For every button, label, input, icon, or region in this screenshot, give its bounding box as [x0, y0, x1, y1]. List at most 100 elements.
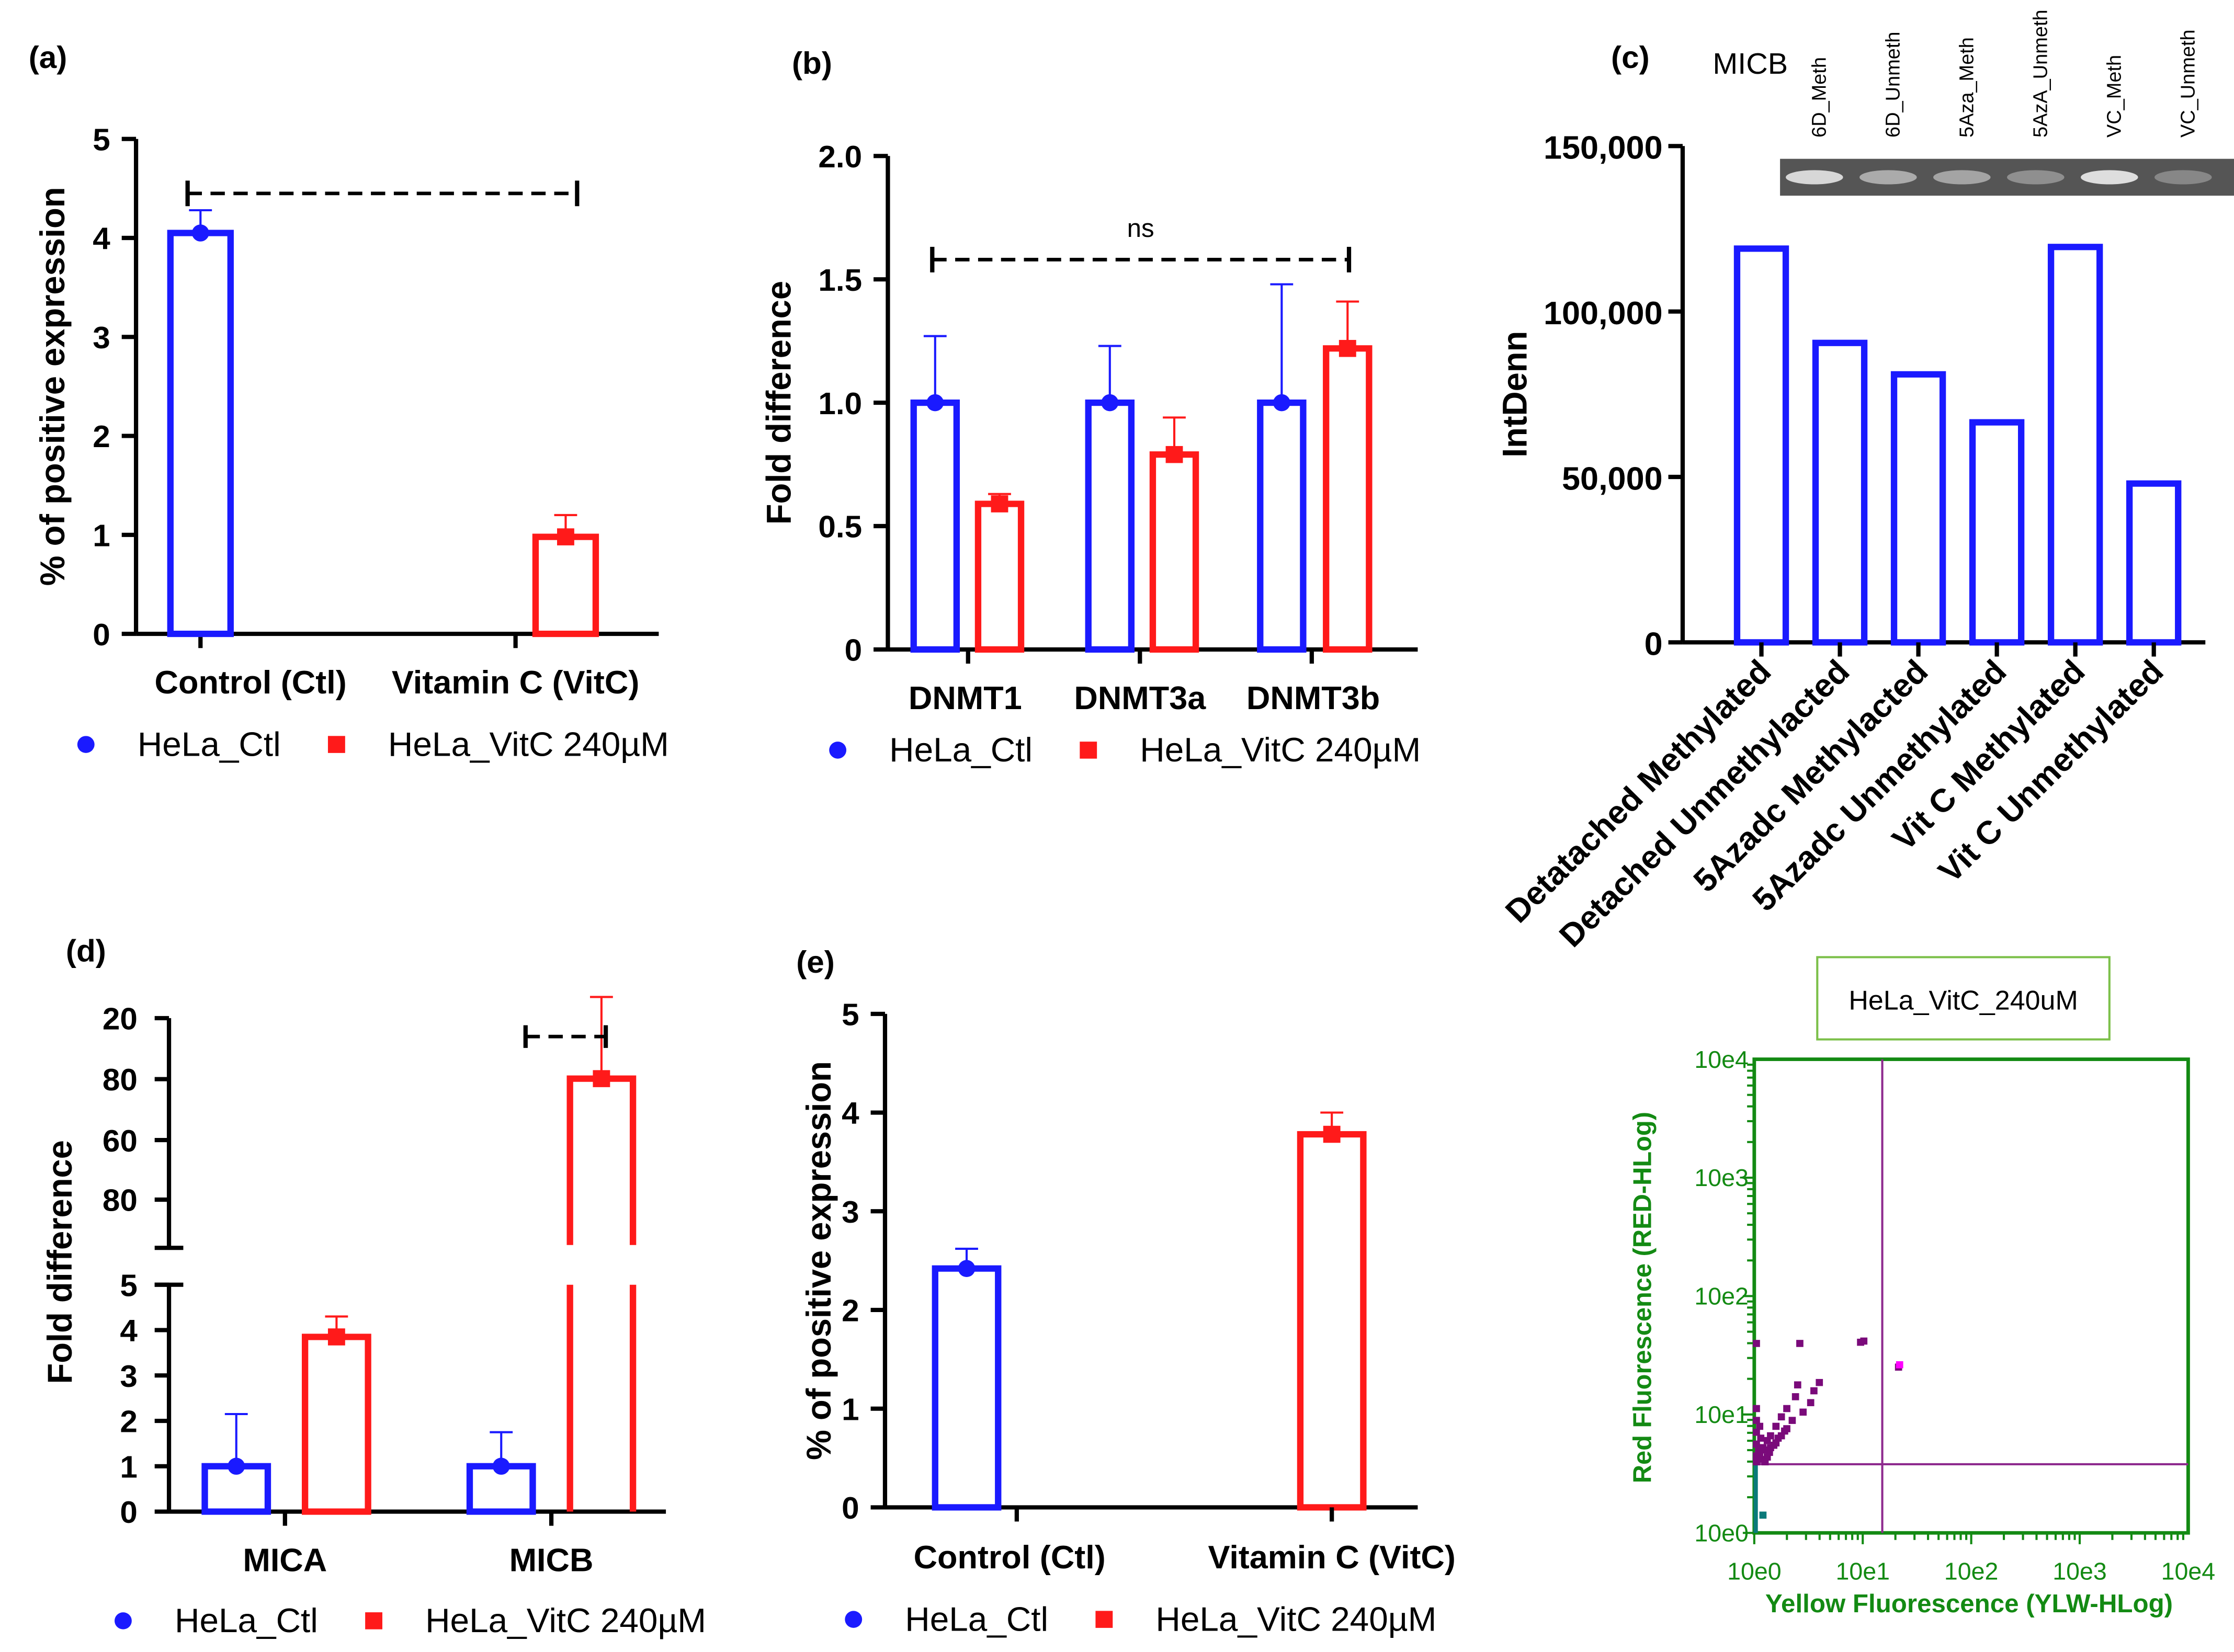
bar-ctl [167, 230, 234, 637]
bar-ctl [932, 1265, 1002, 1511]
legend-marker-ctl [829, 742, 847, 759]
point-ctl [191, 224, 209, 242]
point-ctl [1273, 394, 1290, 412]
gel-lane-label: VC_Meth [2103, 55, 2126, 138]
gel-image [1780, 158, 2234, 196]
x-tick-label: Vitamin C (VitC) [392, 664, 639, 701]
scatter-point [1777, 1413, 1785, 1421]
y-tick-label: 0 [93, 617, 110, 652]
y-tick-label: 0.5 [818, 509, 862, 544]
scatter-point [1772, 1439, 1780, 1446]
y-tick-label: 5 [120, 1268, 138, 1303]
y-axis-label: Fold difference [759, 281, 798, 525]
point-ctl [958, 1260, 976, 1277]
legend-label-ctl: HeLa_Ctl [138, 725, 281, 764]
bar-vitc [1149, 451, 1199, 653]
x-tick-label: DNMT3a [1074, 680, 1206, 716]
legend-marker-ctl [77, 736, 95, 753]
y-tick-label: 1.0 [818, 386, 862, 421]
y-tick-label: 50,000 [1562, 461, 1663, 497]
bar-ctl [910, 399, 960, 653]
y-axis-label: % of positive expression [33, 187, 72, 586]
bar-intdenn [2126, 480, 2182, 646]
bar-vitc [1323, 345, 1373, 653]
scatter-point [1753, 1458, 1760, 1466]
panel-label-e: (e) [796, 944, 835, 979]
legend-marker-ctl [115, 1612, 132, 1630]
point-ctl [926, 394, 944, 412]
legend-label-vitc: HeLa_VitC 240µM [1140, 731, 1421, 769]
legend-marker-vitc [365, 1612, 382, 1630]
scatter-point [1753, 1405, 1760, 1412]
panel-label-d: (d) [66, 933, 106, 969]
scatter-point [1799, 1408, 1807, 1416]
y-tick-label: 20 [103, 1001, 138, 1036]
x-tick-label: Control (Ctl) [914, 1539, 1106, 1576]
legend-label-vitc: HeLa_VitC 240µM [425, 1601, 706, 1639]
y-tick-label: 4 [842, 1096, 859, 1131]
plot-title-box [1816, 956, 2111, 1041]
x-tick-label: 10e3 [2052, 1558, 2107, 1585]
x-tick-label: 10e1 [1835, 1558, 1890, 1585]
scatter-point-outlier [1896, 1361, 1903, 1369]
bar-intdenn [1812, 339, 1868, 646]
gel-lane-label: 6D_Unmeth [1882, 32, 1904, 138]
x-tick-label: Control (Ctl) [155, 664, 347, 701]
bar-vitc [1297, 1131, 1367, 1511]
scatter-point [1767, 1444, 1774, 1451]
y-tick-label: 2 [93, 419, 110, 454]
scatter-point-teal [1759, 1511, 1767, 1519]
y-tick-label: 0 [1645, 626, 1663, 663]
y-tick-label: 5 [93, 122, 110, 157]
gel-band [2007, 170, 2065, 185]
y-tick-label: 2 [842, 1293, 859, 1328]
y-tick-label: 60 [103, 1123, 138, 1158]
scatter-point [1860, 1337, 1868, 1345]
bar-intdenn [1890, 371, 1946, 646]
scatter-point [1788, 1417, 1796, 1424]
scatter-point [1777, 1432, 1785, 1440]
bar-vitc [974, 500, 1025, 653]
y-tick-label: 10e0 [1694, 1520, 1749, 1547]
gel-lane-label: 5AzA_Unmeth [2029, 9, 2052, 138]
gel-lane-label: VC_Unmeth [2177, 29, 2199, 138]
gel-band [2154, 170, 2212, 185]
point-vitc [593, 1070, 610, 1087]
x-tick-label: 10e2 [1944, 1558, 1999, 1585]
gel-lane-label: 6D_Meth [1808, 57, 1831, 138]
y-tick-label: 10e1 [1694, 1401, 1749, 1428]
bar-vitc [532, 533, 599, 637]
x-tick-label: MICB [509, 1542, 594, 1579]
point-vitc [327, 1328, 345, 1346]
point-vitc [557, 528, 574, 545]
significance-label: ns [1127, 214, 1154, 243]
y-tick-label: 0 [842, 1490, 859, 1525]
y-tick-label: 3 [120, 1359, 138, 1394]
x-tick-label: DNMT3b [1246, 680, 1380, 716]
scatter-point [1755, 1446, 1762, 1454]
y-tick-label: 5 [842, 997, 859, 1032]
legend-marker-vitc [1095, 1611, 1113, 1628]
scatter-point [1796, 1340, 1804, 1347]
plot-title: HeLa_VitC_240uM [1849, 985, 2078, 1016]
legend-marker-ctl [845, 1611, 863, 1628]
gel-band [1859, 170, 1917, 185]
gel-band [1933, 170, 1991, 185]
y-tick-label: 2.0 [818, 139, 862, 174]
x-tick-label: Detached Unmethylacted [1552, 653, 1857, 954]
legend-label-ctl: HeLa_Ctl [905, 1600, 1048, 1638]
x-axis-label: Yellow Fluorescence (YLW-HLog) [1765, 1590, 2173, 1618]
gel-lane-label: 5Aza_Meth [1956, 37, 1978, 138]
scatter-point [1756, 1422, 1764, 1430]
scatter-point [1753, 1417, 1760, 1424]
y-tick-label: 3 [93, 320, 110, 355]
x-tick-label: 10e0 [1727, 1558, 1782, 1585]
legend-label-vitc: HeLa_VitC 240µM [388, 725, 669, 764]
scatter-point [1753, 1340, 1760, 1347]
panel-label-b: (b) [792, 45, 832, 81]
scatter-point [1772, 1422, 1780, 1430]
scatter-point [1763, 1437, 1771, 1444]
bar-ctl [1085, 399, 1135, 653]
bar-vitc [301, 1334, 371, 1515]
